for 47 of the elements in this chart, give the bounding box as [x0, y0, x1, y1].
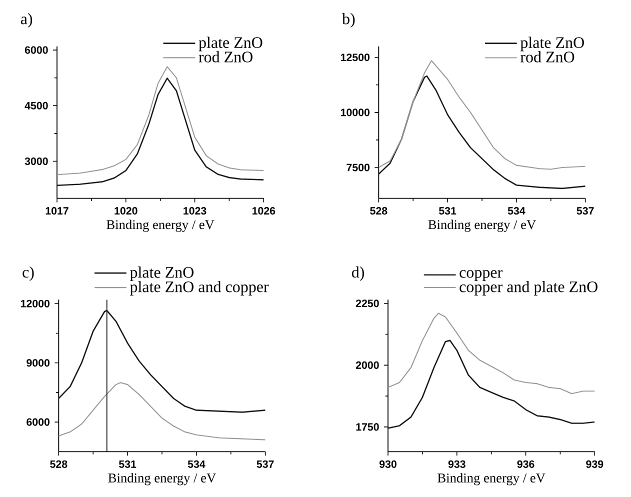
x-tick-label: 528 — [50, 460, 68, 468]
y-tick-label: 7500 — [346, 164, 370, 172]
x-tick-label: 936 — [517, 460, 534, 468]
legend-label: copper and plate ZnO — [460, 280, 598, 296]
legend-label: plate ZnO and copper — [130, 280, 269, 296]
x-axis-title: Binding energy / eV — [438, 473, 546, 486]
y-tick-label: 9000 — [26, 359, 50, 367]
x-tick-label: 531 — [438, 207, 456, 215]
x-tick-label: 528 — [370, 207, 388, 215]
y-tick-label: 6000 — [24, 46, 48, 54]
legend-label: plate ZnO — [130, 266, 194, 282]
legend-label: copper — [460, 270, 502, 282]
line-series — [378, 75, 586, 190]
y-tick-label: 2000 — [356, 361, 379, 369]
x-axis-title: Binding energy / eV — [108, 473, 216, 486]
legend-label: plate ZnO — [198, 36, 262, 52]
y-tick-label: 3000 — [24, 157, 48, 166]
x-tick-label: 1023 — [184, 207, 206, 215]
x-tick-label: 537 — [256, 460, 274, 468]
x-tick-label: 1026 — [252, 207, 276, 215]
x-tick-label: 930 — [379, 460, 396, 468]
line-series — [388, 312, 595, 394]
y-tick-label: 1750 — [356, 423, 379, 431]
chart-title: c) — [22, 266, 34, 281]
x-tick-label: 1020 — [114, 207, 138, 215]
y-tick-label: 4500 — [24, 102, 48, 110]
x-axis-title: Binding energy / eV — [106, 220, 214, 232]
legend-label: rod ZnO — [198, 51, 252, 62]
y-tick-label: 6000 — [26, 418, 50, 426]
chart-title: d) — [352, 266, 364, 281]
y-tick-label: 10000 — [340, 108, 370, 116]
x-tick-label: 537 — [576, 207, 594, 215]
chart-title: b) — [342, 13, 355, 28]
x-tick-label: 534 — [188, 460, 206, 468]
chart-title: a) — [20, 13, 32, 28]
x-tick-label: 534 — [508, 207, 526, 215]
x-tick-label: 933 — [448, 460, 466, 468]
y-tick-label: 12500 — [340, 54, 370, 62]
x-tick-label: 1017 — [46, 207, 68, 215]
x-axis-title: Binding energy / eV — [428, 220, 536, 232]
legend-label: rod ZnO — [520, 51, 574, 62]
y-tick-label: 12000 — [20, 300, 50, 308]
x-tick-label: 531 — [118, 460, 136, 468]
x-tick-label: 939 — [586, 460, 604, 468]
y-tick-label: 2250 — [356, 300, 379, 308]
line-series — [388, 340, 595, 429]
legend-label: plate ZnO — [520, 36, 584, 52]
